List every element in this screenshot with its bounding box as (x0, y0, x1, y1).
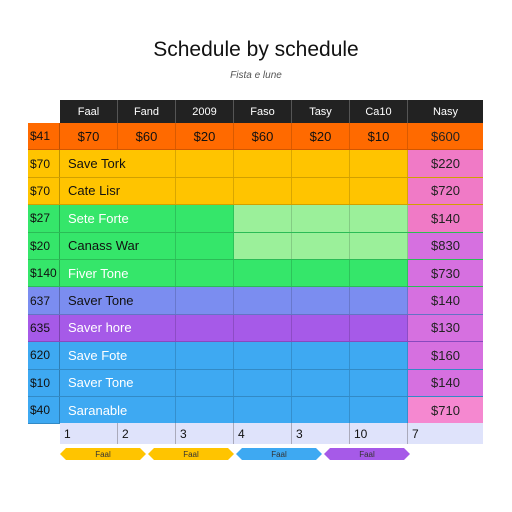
legend-item[interactable]: Faal (148, 448, 234, 460)
table-row[interactable]: $140 Fiver Tone $730 (28, 259, 483, 288)
row-lead-value: $41 (28, 123, 60, 150)
row-total[interactable]: $140 (408, 369, 483, 396)
cell-value[interactable]: $60 (118, 123, 176, 150)
column-header: Faal Fand 2009 Faso Tasy Ca10 Nasy (60, 100, 483, 123)
legend-item[interactable]: Faal (236, 448, 322, 460)
cell-value[interactable]: $20 (292, 123, 350, 150)
footer-cell: 2 (118, 423, 176, 444)
table-row[interactable]: $20 Canass War $830 (28, 232, 483, 260)
footer-cell: 7 (412, 426, 419, 441)
row-total[interactable]: $160 (408, 342, 483, 369)
footer-cell: 3 (176, 423, 234, 444)
row-name: Save Fote (60, 342, 176, 369)
footer-cell: 1 (60, 423, 118, 444)
cell-value[interactable]: $10 (350, 123, 408, 150)
legend-item[interactable]: Faal (60, 448, 146, 460)
row-total[interactable]: $220 (408, 150, 483, 177)
row-total[interactable]: $710 (408, 396, 483, 424)
table-row[interactable]: $41 $70 $60 $20 $60 $20 $10 $600 (28, 123, 483, 151)
column-header-6[interactable]: Ca10 (350, 100, 408, 123)
table-row[interactable]: $70 Save Tork $220 (28, 150, 483, 178)
row-lead-value: 620 (28, 342, 60, 369)
row-total[interactable]: $140 (408, 205, 483, 232)
cell-value[interactable]: $60 (234, 123, 292, 150)
table-row[interactable]: 620 Save Fote $160 (28, 342, 483, 370)
row-lead-value: $70 (28, 177, 60, 205)
table-row[interactable]: $40 Saranable $710 (28, 396, 483, 425)
column-header-2[interactable]: Fand (118, 100, 176, 123)
table-row[interactable]: 635 Saver hore $130 (28, 314, 483, 343)
row-lead-value: $20 (28, 232, 60, 259)
footer-cell: 10 (350, 423, 408, 444)
table-row[interactable]: 637 Saver Tone $140 (28, 287, 483, 315)
row-name: Saranable (60, 396, 176, 424)
row-name: Cate Lisr (60, 177, 176, 205)
row-lead-value: $27 (28, 205, 60, 232)
column-header-1[interactable]: Faal (60, 100, 118, 123)
row-total[interactable]: $130 (408, 314, 483, 342)
cell-value[interactable]: $20 (176, 123, 234, 150)
footer-cell: 4 (234, 423, 292, 444)
row-lead-value: 635 (28, 314, 60, 342)
cell-value[interactable]: $70 (60, 123, 118, 150)
row-total[interactable]: $140 (408, 287, 483, 314)
column-header-5[interactable]: Tasy (292, 100, 350, 123)
row-lead-value: $70 (28, 150, 60, 177)
row-total[interactable]: $720 (408, 177, 483, 205)
row-total[interactable]: $730 (408, 259, 483, 287)
row-name: Saver Tone (60, 369, 176, 396)
footer-row: 1 2 3 4 3 10 7 (60, 423, 483, 444)
column-header-3[interactable]: 2009 (176, 100, 234, 123)
row-lead-value: 637 (28, 287, 60, 314)
row-name: Save Tork (60, 150, 176, 177)
row-name: Saver hore (60, 314, 176, 342)
row-name: Fiver Tone (60, 259, 176, 287)
legend-item[interactable]: Faal (324, 448, 410, 460)
column-header-4[interactable]: Faso (234, 100, 292, 123)
row-name: Saver Tone (60, 287, 176, 314)
row-total[interactable]: $600 (431, 128, 460, 144)
footer-cell: 3 (292, 423, 350, 444)
row-lead-value: $40 (28, 396, 60, 424)
page-title: Schedule by schedule (153, 38, 359, 61)
row-lead-value: $10 (28, 369, 60, 396)
table-row[interactable]: $10 Saver Tone $140 (28, 369, 483, 397)
column-header-7[interactable]: Nasy (432, 105, 459, 118)
page-subtitle: Fista e lune (230, 70, 282, 81)
table-row[interactable]: $70 Cate Lisr $720 (28, 177, 483, 206)
legend: Faal Faal Faal Faal (60, 448, 410, 460)
row-name: Canass War (60, 232, 176, 259)
table-row[interactable]: $27 Sete Forte $140 (28, 205, 483, 233)
row-total[interactable]: $830 (408, 232, 483, 259)
schedule-grid: $41 $70 $60 $20 $60 $20 $10 $600 $70 Sav… (28, 123, 483, 425)
row-lead-value: $140 (28, 259, 60, 287)
row-name: Sete Forte (60, 205, 176, 232)
